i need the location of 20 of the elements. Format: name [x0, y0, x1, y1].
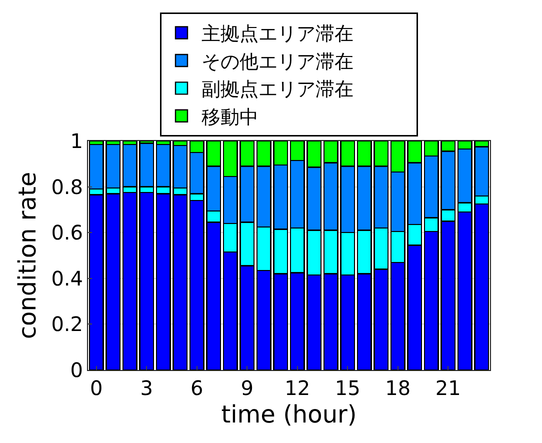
x-axis-title: time (hour) — [221, 400, 357, 428]
y-tick-label: 0.8 — [51, 174, 83, 199]
legend-label: 移動中 — [202, 106, 258, 128]
y-tick-label: 0.2 — [51, 312, 83, 336]
x-tick-label: 21 — [435, 376, 461, 400]
y-tick-label: 1 — [70, 129, 83, 153]
x-tick-label: 15 — [334, 376, 360, 400]
x-tick-label: 6 — [190, 376, 204, 400]
x-tick-label: 0 — [90, 376, 103, 400]
legend-label: 主拠点エリア滞在 — [202, 23, 354, 46]
x-tick-label: 9 — [240, 376, 254, 400]
x-tick-label: 3 — [140, 376, 153, 400]
y-tick-label: 0 — [70, 358, 83, 382]
x-tick-label: 18 — [385, 376, 411, 400]
y-tick-label: 0.6 — [51, 220, 83, 245]
y-tick-label: 0.4 — [51, 266, 83, 290]
legend-label: 副拠点エリア滞在 — [202, 78, 354, 101]
x-tick-label: 12 — [284, 376, 310, 400]
legend-label: その他エリア滞在 — [202, 50, 354, 73]
y-axis-title: condition rate — [13, 172, 42, 340]
